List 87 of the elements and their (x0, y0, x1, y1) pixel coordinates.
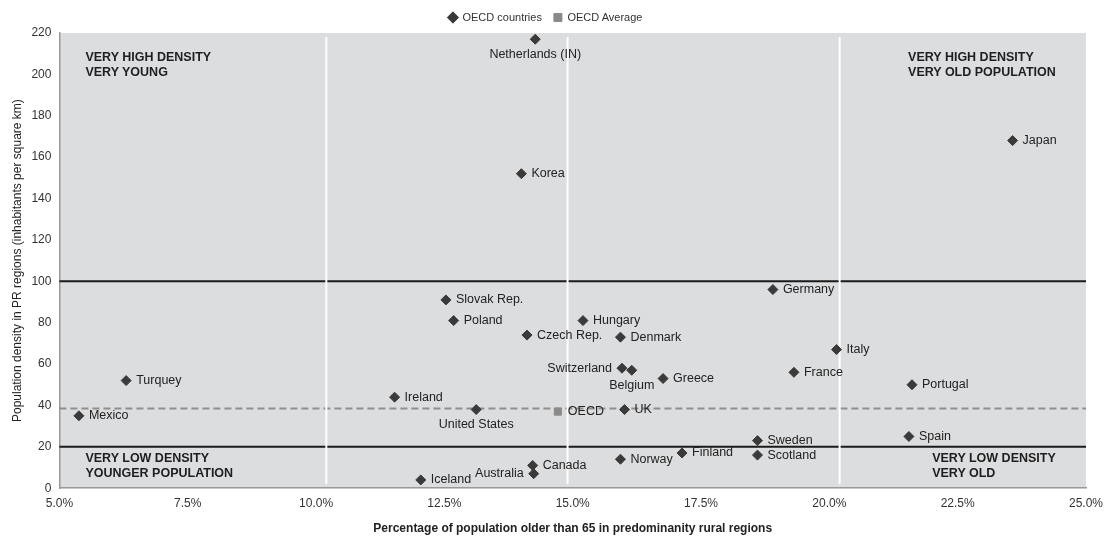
point (448, 315, 460, 327)
annotation: France (803, 364, 843, 379)
annotation: Norway (630, 451, 674, 466)
point (626, 364, 638, 376)
x-tick-label: 12.5% (427, 495, 462, 510)
point (1007, 135, 1019, 147)
point (527, 459, 539, 471)
point (614, 453, 626, 465)
annotation: Spain (918, 428, 951, 443)
annotation: Turquey (136, 373, 183, 388)
point (788, 366, 800, 378)
point (529, 33, 541, 45)
x-tick-label: 15.0% (555, 495, 591, 510)
x-tick-label: 22.5% (940, 495, 976, 510)
annotation: VERY LOW DENSITY VERY OLD (932, 450, 1057, 480)
point (440, 294, 452, 306)
point (515, 168, 527, 180)
point (528, 468, 540, 480)
point (752, 449, 763, 461)
annotation: Belgium (609, 377, 655, 392)
annotation: Australia (475, 466, 524, 481)
x-tick-label: 7.5% (174, 495, 202, 510)
point (415, 474, 427, 486)
y-axis-title: Population density in PR regions (inhabitants per square km) (9, 99, 24, 423)
annotation: Italy (846, 342, 871, 357)
annotation: Netherlands (IN) (489, 46, 582, 61)
annotation: Canada (542, 457, 587, 472)
y-tick-label: 120 (31, 232, 52, 247)
annotation: United States (438, 417, 514, 432)
annotation: VERY HIGH DENSITY VERY YOUNG (85, 49, 212, 79)
point (521, 329, 533, 341)
y-tick-label: 100 (31, 273, 52, 288)
point (676, 447, 688, 459)
point (752, 435, 763, 447)
point (577, 315, 589, 327)
point (619, 404, 631, 416)
annotation: Czech Rep. (537, 327, 603, 342)
annotation: Slovak Rep. (455, 292, 524, 307)
x-tick-label: 17.5% (684, 495, 719, 510)
annotation: Poland (463, 313, 503, 328)
point (553, 407, 562, 416)
x-tick-label: 25.0% (1068, 495, 1104, 510)
annotation: Portugal (921, 377, 969, 392)
annotation: Korea (531, 166, 565, 181)
point (767, 284, 779, 296)
y-tick-label: 40 (38, 397, 52, 412)
x-tick-label: 10.0% (299, 495, 334, 510)
y-tick-label: 60 (38, 356, 52, 371)
point (389, 391, 401, 403)
annotation: UK (634, 402, 653, 417)
annotation: Finland (692, 445, 734, 460)
annotation: VERY HIGH DENSITY VERY OLD POPULATION (908, 49, 1056, 79)
annotation: Mexico (88, 408, 129, 423)
point (470, 404, 482, 416)
x-tick-label: 5.0% (45, 495, 74, 510)
annotation: Denmark (630, 329, 682, 344)
point (831, 344, 843, 356)
annotation: Switzerland (547, 360, 613, 375)
legend-label: OECD Average (567, 10, 643, 23)
point (903, 430, 915, 442)
annotation: Greece (673, 370, 715, 385)
annotation: Scotland (767, 447, 817, 462)
y-tick-label: 220 (31, 25, 52, 40)
x-axis-title: Percentage of population older than 65 in predominanity rural regions (373, 521, 773, 536)
y-tick-label: 160 (31, 149, 52, 164)
annotation: OECD (567, 404, 604, 419)
point (657, 373, 669, 385)
annotation: Ireland (404, 389, 443, 404)
y-tick-label: 200 (31, 66, 52, 81)
point (120, 375, 132, 387)
point (73, 410, 85, 422)
annotation: VERY LOW DENSITY YOUNGER POPULATION (85, 450, 234, 480)
y-tick-label: 80 (38, 314, 52, 329)
y-tick-label: 180 (31, 108, 52, 123)
point (616, 362, 628, 374)
x-tick-label: 20.0% (812, 495, 847, 510)
y-tick-label: 140 (31, 190, 52, 205)
y-tick-label: 0 (44, 480, 52, 495)
legend-label: OECD countries (462, 10, 543, 23)
annotation: Germany (782, 282, 836, 297)
y-tick-label: 20 (38, 439, 52, 454)
point (614, 331, 626, 343)
annotation: Sweden (767, 433, 813, 448)
annotation: Iceland (430, 472, 472, 487)
annotation: Japan (1022, 133, 1057, 148)
annotation: Hungary (592, 313, 641, 328)
point (906, 379, 918, 391)
